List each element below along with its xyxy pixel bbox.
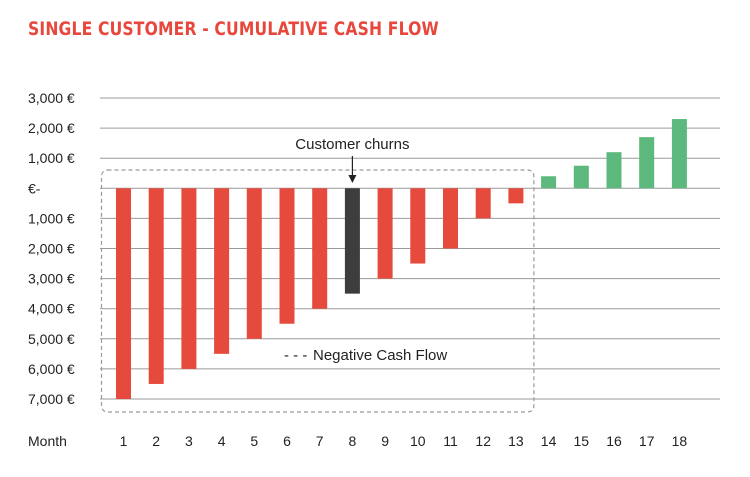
chart-title: SINGLE CUSTOMER - CUMULATIVE CASH FLOW <box>28 18 439 40</box>
bar-month-18 <box>671 119 687 189</box>
negative-cash-flow-legend-symbol: - - - <box>284 347 307 364</box>
y-tick-label: 6,000 € <box>28 361 75 377</box>
negative-cash-flow-box <box>100 169 535 413</box>
y-tick-label: 1,000 € <box>28 210 75 226</box>
x-tick-label: 5 <box>250 433 258 449</box>
bar-month-1 <box>116 188 131 399</box>
bar-month-17 <box>639 137 655 189</box>
bar-month-16 <box>606 152 622 189</box>
x-tick-label: 13 <box>508 433 524 449</box>
x-tick-label: 18 <box>672 433 688 449</box>
negative-cash-flow-label: Negative Cash Flow <box>313 347 447 364</box>
x-tick-label: 12 <box>475 433 491 449</box>
negative-cash-flow-box-outline <box>100 169 535 413</box>
x-tick-label: 11 <box>443 433 458 449</box>
bar-month-15 <box>573 165 589 189</box>
negative-cash-flow-legend: - - - Negative Cash Flow <box>284 347 447 364</box>
customer-churns-annotation: Customer churns <box>295 136 410 183</box>
bar-month-4 <box>214 188 230 354</box>
y-tick-label: 1,000 € <box>28 150 75 166</box>
y-tick-label: 2,000 € <box>28 120 75 136</box>
bar-month-3 <box>181 188 197 369</box>
bar-month-13 <box>508 188 524 204</box>
x-tick-label: 10 <box>410 433 426 449</box>
bar-month-12 <box>475 188 491 219</box>
y-tick-label: 3,000 € <box>28 90 75 106</box>
x-tick-label: 15 <box>574 433 590 449</box>
x-tick-label: 7 <box>316 433 324 449</box>
bar-month-9 <box>377 188 393 279</box>
y-tick-label: 7,000 € <box>28 391 75 407</box>
x-tick-label: 8 <box>349 433 357 449</box>
y-tick-label: 4,000 € <box>28 301 75 317</box>
bar-month-6 <box>279 188 295 324</box>
bars <box>116 119 687 399</box>
x-tick-label: 1 <box>120 433 128 449</box>
y-tick-label: 3,000 € <box>28 271 75 287</box>
x-tick-label: 2 <box>152 433 160 449</box>
bar-month-10 <box>410 188 426 264</box>
x-tick-label: 16 <box>606 433 622 449</box>
y-axis-tick-labels: 3,000 € 2,000 € 1,000 € €- 1,000 € 2,000 € 3,0… <box>28 90 75 407</box>
y-tick-label: €- <box>28 180 41 196</box>
bar-month-8 <box>344 188 360 294</box>
customer-churns-label: Customer churns <box>295 136 409 153</box>
x-tick-label: 3 <box>185 433 193 449</box>
x-tick-label: 9 <box>381 433 389 449</box>
bar-month-14 <box>541 176 557 189</box>
y-tick-label: 2,000 € <box>28 241 75 257</box>
x-axis-tick-labels: 1 2 3 4 5 6 7 8 9 10 11 12 13 14 15 16 17 18 <box>120 433 688 449</box>
x-tick-label: 4 <box>218 433 226 449</box>
bar-month-7 <box>312 188 328 309</box>
churn-arrow-head <box>348 175 357 183</box>
bar-month-5 <box>246 188 262 339</box>
bar-month-2 <box>148 188 164 384</box>
bar-month-11 <box>443 188 458 249</box>
x-axis-label: Month <box>28 433 67 449</box>
x-tick-label: 17 <box>639 433 655 449</box>
x-tick-label: 6 <box>283 433 291 449</box>
x-tick-label: 14 <box>541 433 557 449</box>
y-tick-label: 5,000 € <box>28 331 75 347</box>
